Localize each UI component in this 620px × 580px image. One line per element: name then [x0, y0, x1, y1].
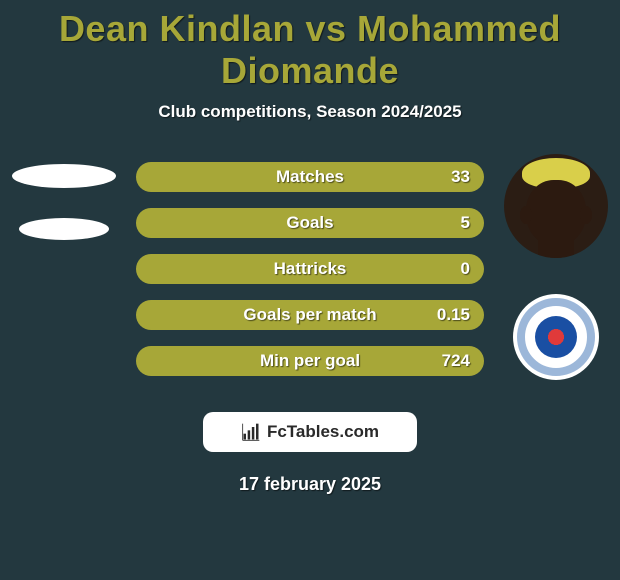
- page-subtitle: Club competitions, Season 2024/2025: [0, 102, 620, 122]
- player-right-avatar: [504, 154, 608, 258]
- stat-value-right: 724: [442, 351, 470, 371]
- stat-label: Min per goal: [260, 351, 360, 371]
- stat-bars: Matches 33 Goals 5 Hattricks 0 Goals per…: [136, 162, 484, 376]
- branding-badge: FcTables.com: [203, 412, 417, 452]
- stat-row: Min per goal 724: [136, 346, 484, 376]
- page-title: Dean Kindlan vs Mohammed Diomande: [0, 0, 620, 92]
- stat-label: Matches: [276, 167, 344, 187]
- player-left-column: [8, 154, 120, 240]
- stat-row: Goals per match 0.15: [136, 300, 484, 330]
- player-right-club-badge: [513, 294, 599, 380]
- stat-value-right: 5: [461, 213, 470, 233]
- footer-date: 17 february 2025: [0, 474, 620, 495]
- player-left-club-placeholder: [19, 218, 109, 240]
- stat-label: Hattricks: [274, 259, 347, 279]
- stat-row: Hattricks 0: [136, 254, 484, 284]
- stat-row: Goals 5: [136, 208, 484, 238]
- chart-icon: [241, 422, 261, 442]
- stat-value-right: 0: [461, 259, 470, 279]
- stat-label: Goals per match: [243, 305, 376, 325]
- stat-label: Goals: [286, 213, 333, 233]
- stats-area: Matches 33 Goals 5 Hattricks 0 Goals per…: [0, 162, 620, 392]
- branding-text: FcTables.com: [267, 422, 379, 442]
- player-right-column: [500, 154, 612, 380]
- stat-value-right: 0.15: [437, 305, 470, 325]
- stat-value-right: 33: [451, 167, 470, 187]
- player-left-avatar-placeholder: [12, 164, 116, 188]
- stat-row: Matches 33: [136, 162, 484, 192]
- comparison-infographic: Dean Kindlan vs Mohammed Diomande Club c…: [0, 0, 620, 580]
